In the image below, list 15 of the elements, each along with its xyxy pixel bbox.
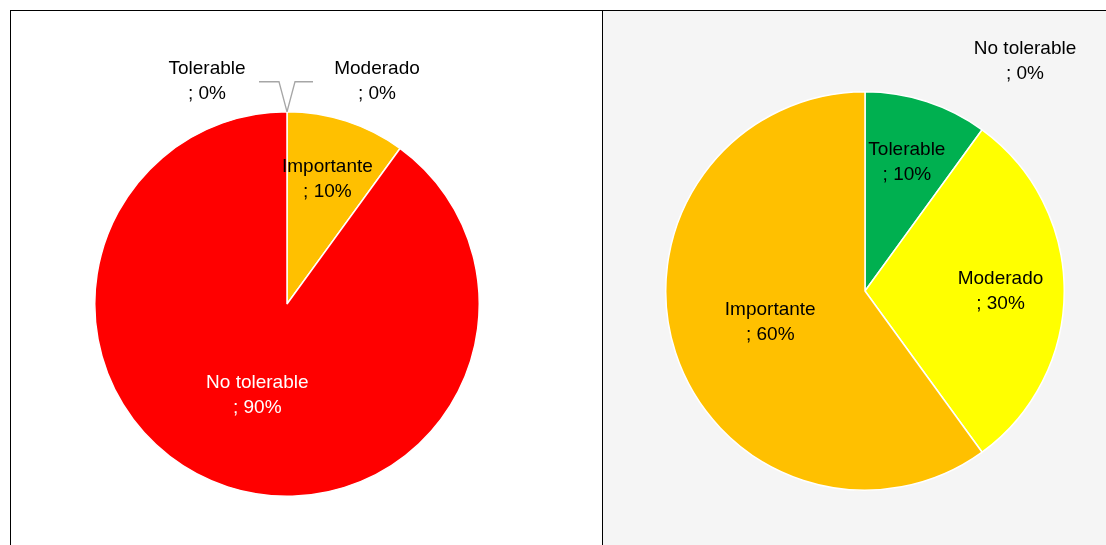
data-label: ; 10% [882, 162, 932, 184]
data-label: ; 90% [233, 396, 282, 418]
slice-label: Tolerable [868, 137, 946, 159]
data-label: ; 10% [303, 180, 352, 202]
data-label: ; 30% [976, 291, 1025, 313]
category-label: Moderado [334, 57, 420, 79]
category-label: Tolerable [168, 57, 246, 79]
slice-label: Moderado [957, 266, 1044, 288]
text: ; 0% [1005, 62, 1045, 84]
data-label: ; 60% [745, 322, 795, 344]
slice-label: No tolerable [206, 371, 309, 393]
slice-label: Importante [724, 297, 816, 319]
category-label: No tolerable [973, 37, 1077, 59]
text: ; 0% [187, 82, 227, 104]
text: ; 0% [357, 82, 397, 104]
